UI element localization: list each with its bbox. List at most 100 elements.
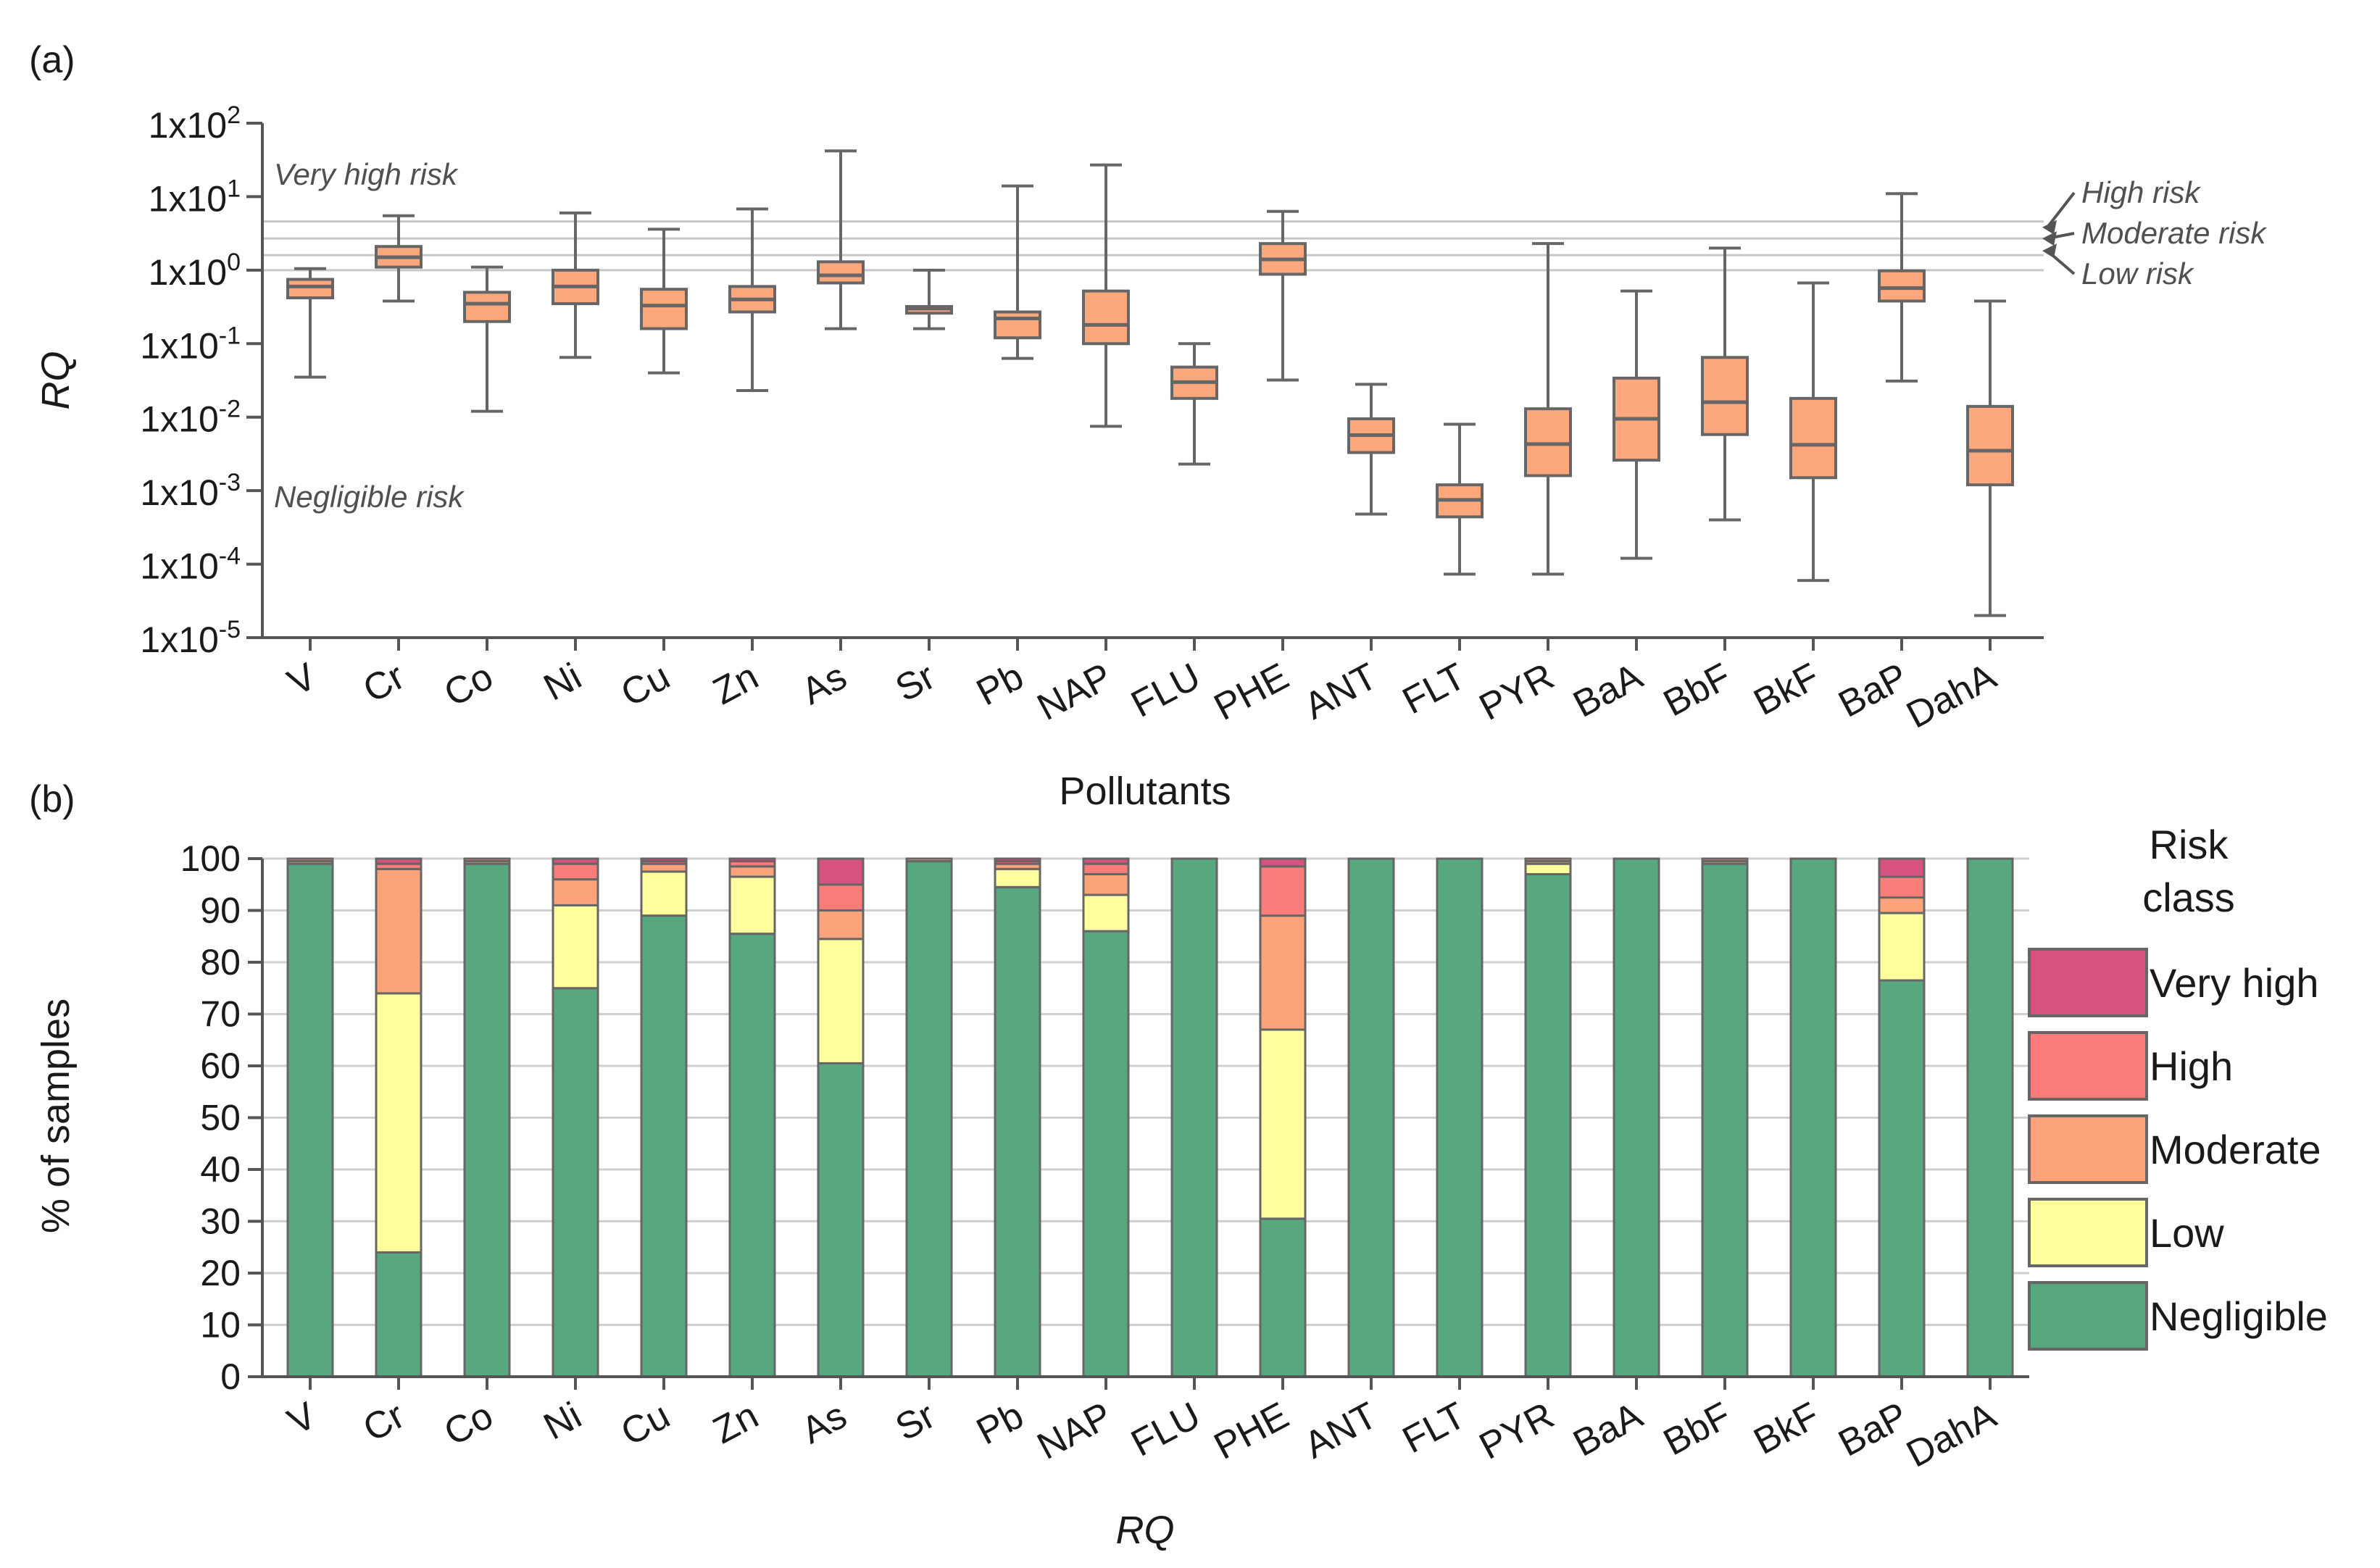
bar-segment-negligible [1878, 979, 1926, 1378]
x-tick-label: Sr [889, 655, 941, 710]
bar-segment-moderate [817, 909, 865, 941]
bar-segment-high [552, 862, 599, 881]
bar-segment-negligible [994, 885, 1041, 1378]
y-tick-label: 1x10-1 [140, 322, 241, 366]
x-tick-label: ANT [1298, 1394, 1384, 1467]
legend-label-low: Low [2150, 1210, 2224, 1256]
x-tick-label: PHE [1207, 1394, 1296, 1467]
x-tick-label: Zn [707, 1394, 765, 1452]
box-Cu [640, 228, 688, 375]
x-tick-label: Pb [970, 655, 1030, 714]
bar-segment-moderate [1878, 896, 1926, 914]
box-Cr [375, 214, 423, 303]
y-tick-label: 1x10-4 [140, 543, 241, 587]
bar-segment-high [1701, 857, 1749, 863]
y-tick-label: 100 [180, 838, 241, 879]
box-PHE [1259, 209, 1307, 382]
legend-title-line-2: class [2142, 875, 2235, 920]
legend-swatch-moderate [2028, 1114, 2148, 1184]
bar-segment-low [552, 904, 599, 990]
bar-segment-high [463, 857, 511, 863]
bar-segment-moderate [905, 857, 953, 863]
box-Sr [905, 268, 953, 330]
x-tick-label: PYR [1473, 1394, 1561, 1467]
risk-arrow-head [2042, 231, 2057, 246]
bar-Co [463, 857, 511, 1378]
bar-segment-very-high [552, 857, 599, 865]
bar-segment-low [728, 875, 776, 935]
bar-segment-negligible [728, 933, 776, 1378]
negligible-risk-annotation: Negligible risk [274, 480, 465, 514]
bar-segment-negligible [1347, 857, 1395, 1378]
bar-segment-negligible [1613, 857, 1660, 1378]
bar-segment-negligible [286, 862, 334, 1378]
x-tick-label: PHE [1207, 655, 1296, 728]
bar-segment-negligible [463, 862, 511, 1378]
iqr-box [1789, 396, 1837, 480]
bar-segment-negligible [1966, 857, 2014, 1378]
bar-PHE [1259, 857, 1307, 1378]
bar-segment-moderate [375, 867, 423, 995]
x-tick-label: BbF [1657, 1394, 1737, 1464]
box-FLU [1170, 342, 1218, 466]
bar-segment-negligible [1259, 1217, 1307, 1378]
iqr-box [640, 288, 688, 330]
x-tick-label: BaP [1832, 655, 1915, 725]
y-tick-label: 1x10-3 [140, 469, 241, 513]
bar-segment-very-high [1878, 857, 1926, 878]
bar-Cr [375, 857, 423, 1378]
x-tick-label: FLU [1125, 1394, 1207, 1464]
iqr-box [1082, 289, 1130, 346]
bar-segment-high [1878, 875, 1926, 899]
x-tick-label: ANT [1298, 655, 1384, 727]
legend-title-line-1: Risk [2150, 822, 2229, 867]
box-Zn [728, 207, 776, 393]
panel-b-label: (b) [29, 778, 75, 820]
box-Co [463, 265, 511, 413]
x-tick-label: Sr [889, 1394, 941, 1449]
iqr-box [1966, 404, 2014, 487]
bar-Ni [552, 857, 599, 1378]
bar-BbF [1701, 857, 1749, 1378]
y-tick-label: 10 [200, 1305, 241, 1346]
bar-segment-moderate [1259, 914, 1307, 1031]
y-tick-label: 70 [200, 994, 241, 1035]
stacked-bar-panel: V Cr Co Ni Cu Zn As Sr Pb NAP FLU PHE ANT FLT PYR BaA Bb… [34, 822, 2328, 1552]
bar-DahA [1966, 857, 2014, 1378]
iqr-box [817, 260, 865, 285]
y-tick-label: 30 [200, 1201, 241, 1242]
risk-level-label: High risk [2081, 175, 2201, 209]
legend-label-moderate: Moderate [2150, 1127, 2321, 1172]
x-tick-label: Zn [707, 655, 765, 713]
bar-segment-negligible [905, 860, 953, 1378]
box-PYR [1524, 242, 1572, 576]
risk-arrow-line [2046, 191, 2076, 228]
bar-segment-low [375, 992, 423, 1254]
box-Ni [552, 211, 599, 359]
bar-segment-negligible [1436, 857, 1484, 1378]
box-BkF [1789, 281, 1837, 583]
bar-segment-very-high [640, 857, 688, 863]
y-tick-label: 80 [200, 942, 241, 983]
box-As [817, 149, 865, 330]
iqr-box [1878, 269, 1926, 303]
bar-segment-low [994, 867, 1041, 888]
x-tick-label: NAP [1031, 655, 1119, 728]
box-BbF [1701, 246, 1749, 522]
x-tick-label: DahA [1900, 1394, 2003, 1475]
bar-segment-high [1524, 857, 1572, 863]
bar-segment-negligible [1524, 872, 1572, 1378]
bar-segment-high [817, 883, 865, 912]
x-axis-title: RQ [1116, 1509, 1175, 1552]
x-tick-label: FLU [1125, 655, 1207, 725]
x-tick-label: BkF [1747, 1394, 1826, 1463]
risk-arrow-head [2042, 220, 2057, 235]
bar-segment-negligible [1170, 857, 1218, 1378]
bar-segment-high [1259, 865, 1307, 917]
box-V [286, 267, 334, 379]
x-tick-label: BaA [1567, 655, 1649, 726]
bar-segment-very-high [728, 857, 776, 863]
very-high-risk-annotation: Very high risk [274, 157, 459, 191]
legend: Risk class Very high High Moderate Low Negligi… [2028, 822, 2328, 1351]
